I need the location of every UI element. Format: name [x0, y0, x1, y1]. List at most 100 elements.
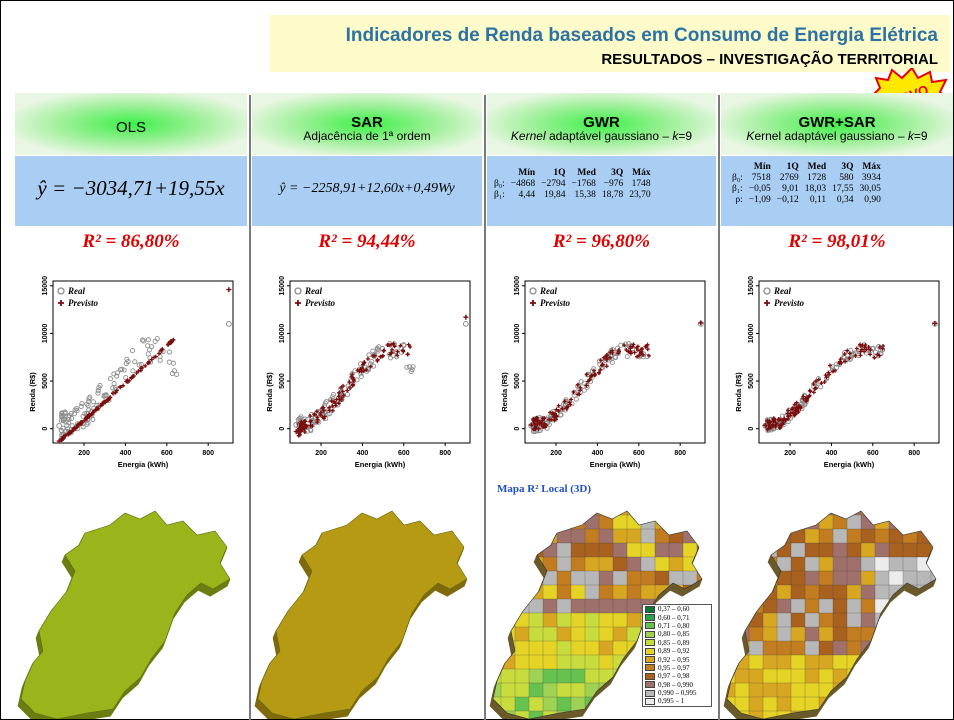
- map-region: [570, 612, 586, 628]
- predicted-point: [792, 402, 797, 407]
- map-region: [902, 598, 918, 614]
- map-region: [612, 598, 628, 614]
- predicted-point: [807, 388, 812, 393]
- table-cell: 0,34: [836, 195, 854, 205]
- real-point: [557, 412, 563, 418]
- legend-pred-label: Previsto: [540, 298, 570, 308]
- map-region: [711, 557, 717, 572]
- legend-real-marker: [294, 287, 302, 295]
- table-cell: ρ:: [735, 195, 743, 205]
- real-point: [73, 406, 79, 412]
- map-region: [493, 584, 502, 600]
- map-region: [493, 598, 502, 614]
- column-separator: [718, 95, 720, 720]
- map-region: [804, 570, 820, 586]
- legend-swatch: [645, 689, 655, 697]
- predicted-point: [624, 348, 629, 353]
- map-region: [902, 654, 918, 670]
- legend-real-marker: [57, 287, 65, 295]
- map-region: [888, 668, 904, 684]
- map-region: [748, 626, 764, 642]
- map-region: [930, 668, 936, 684]
- table-row: β₁: 4,44 19,84 15,38 18,78 23,70: [491, 190, 654, 201]
- real-point: [66, 416, 72, 423]
- predicted-point: [868, 347, 873, 352]
- table-cell: 7518: [751, 173, 771, 183]
- map-region: [654, 511, 670, 516]
- map-region: [776, 654, 792, 670]
- map-region: [514, 514, 530, 530]
- map-region: [776, 612, 792, 628]
- real-point: [375, 348, 381, 354]
- map-region: [556, 668, 572, 684]
- map-region: [860, 570, 876, 586]
- map-region: [916, 640, 932, 656]
- map-region: [748, 514, 764, 530]
- real-point: [107, 376, 113, 382]
- real-point: [225, 320, 232, 327]
- predicted-point: [575, 382, 580, 387]
- predicted-point: [598, 367, 603, 372]
- map-region: [570, 570, 586, 586]
- column-separator: [249, 95, 251, 720]
- map-region: [804, 640, 820, 656]
- map-surface: [257, 510, 468, 719]
- table-cell: β₁:: [494, 190, 505, 200]
- real-point: [560, 402, 566, 408]
- legend-label: 0,71 – 0,80: [658, 621, 690, 630]
- legend-label: 0,92 – 0,95: [658, 655, 690, 664]
- predicted-point: [589, 373, 594, 378]
- legend-real-label: Real: [67, 286, 85, 296]
- legend-swatch: [645, 614, 655, 622]
- map-region: [902, 514, 918, 530]
- predicted-point: [360, 366, 365, 371]
- legend-swatch: [645, 672, 655, 680]
- predicted-point: [61, 436, 66, 441]
- predicted-point: [372, 353, 377, 358]
- predicted-point: [345, 388, 350, 393]
- predicted-point: [330, 404, 335, 409]
- map-region: [930, 626, 936, 642]
- map-region: [832, 528, 848, 544]
- map-region: [598, 514, 614, 530]
- predicted-point: [604, 364, 609, 369]
- legend-real-label: Real: [773, 286, 791, 296]
- map-region: [930, 654, 936, 670]
- map-region: [762, 626, 778, 642]
- predicted-point: [312, 412, 317, 417]
- real-point: [366, 352, 372, 358]
- map-region: [598, 654, 614, 670]
- map-region: [945, 529, 951, 544]
- predicted-point: [773, 424, 778, 429]
- predicted-point: [584, 372, 589, 377]
- table-cell: 9,01: [782, 184, 799, 194]
- predicted-point: [329, 399, 334, 404]
- table-cell: 1728: [807, 173, 827, 183]
- map-region: [514, 511, 530, 516]
- predicted-point: [827, 372, 832, 377]
- predicted-point: [824, 375, 829, 380]
- map-region: [762, 696, 778, 712]
- map-region: [500, 528, 516, 544]
- predicted-point: [534, 416, 539, 421]
- map-region: [528, 542, 544, 558]
- map-region: [846, 612, 862, 628]
- map-region: [888, 556, 904, 572]
- r2-value: R² = 96,80%: [552, 231, 651, 252]
- predicted-point: [803, 396, 808, 401]
- map-region: [776, 584, 792, 600]
- map-region: [874, 514, 890, 530]
- predicted-point: [593, 373, 598, 378]
- predicted-point: [320, 406, 325, 411]
- predicted-point: [622, 343, 627, 348]
- table-row: β₀: 7518 2769 1728 580 3934: [729, 173, 884, 184]
- map-region: [528, 626, 544, 642]
- real-point: [141, 338, 147, 344]
- predicted-point: [535, 418, 540, 423]
- y-tick-label: 10000: [514, 324, 521, 344]
- map-region: [626, 696, 642, 712]
- table-cell: 0,90: [864, 195, 881, 205]
- map-region: [542, 511, 558, 516]
- real-point: [799, 397, 805, 403]
- predicted-point: [762, 422, 768, 428]
